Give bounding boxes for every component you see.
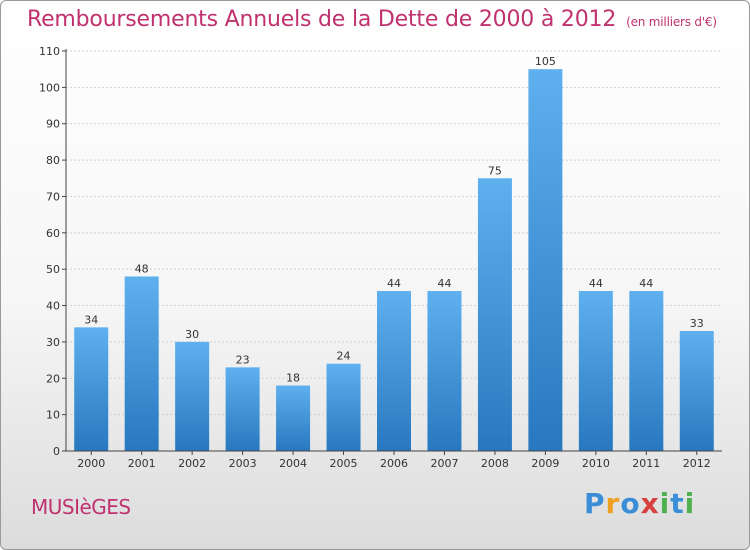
logo-letter: t [670,487,685,520]
x-tick-label: 2012 [683,457,711,470]
data-label: 33 [690,317,704,330]
chart-title: Remboursements Annuels de la Dette de 20… [27,7,717,32]
data-label: 44 [437,277,451,290]
x-tick-label: 2011 [632,457,660,470]
y-tick-label: 70 [46,190,60,203]
y-tick-label: 50 [46,263,60,276]
logo-letter: P [584,487,606,520]
chart-unit: (en milliers d'€) [626,15,717,29]
logo-letter: o [620,487,641,520]
proxiti-logo: Proxiti [584,487,695,520]
data-label: 48 [135,262,149,275]
data-label: 34 [84,313,98,326]
commune-name: MUSIèGES [31,495,131,519]
y-tick-label: 40 [46,300,60,313]
bar [326,363,361,451]
x-tick-label: 2001 [128,457,156,470]
bar [679,331,714,451]
y-tick-label: 60 [46,227,60,240]
data-label: 105 [535,55,556,68]
x-tick-label: 2005 [330,457,358,470]
x-tick-label: 2010 [582,457,610,470]
bar [578,291,613,451]
data-label: 44 [387,277,401,290]
logo-letter: r [605,487,621,520]
y-tick-label: 0 [53,445,60,458]
bar [528,69,563,451]
data-label: 23 [236,353,250,366]
y-tick-label: 10 [46,409,60,422]
logo-letter: i [659,487,671,520]
y-tick-label: 30 [46,336,60,349]
x-tick-label: 2000 [77,457,105,470]
data-label: 75 [488,164,502,177]
logo-letter: i [684,487,696,520]
y-tick-label: 100 [39,81,60,94]
y-tick-label: 80 [46,154,60,167]
bar [225,367,260,451]
data-label: 44 [639,277,653,290]
y-tick-label: 110 [39,45,60,58]
bar [276,385,311,451]
y-tick-label: 20 [46,372,60,385]
chart-title-text: Remboursements Annuels de la Dette de 20… [27,7,617,32]
bar [175,341,210,451]
x-tick-label: 2007 [430,457,458,470]
x-tick-label: 2008 [481,457,509,470]
x-tick-label: 2003 [229,457,257,470]
data-label: 18 [286,372,300,385]
x-tick-label: 2004 [279,457,307,470]
y-tick-label: 90 [46,118,60,131]
bar [629,291,664,451]
bar [377,291,411,451]
bar [427,291,462,451]
data-label: 24 [337,350,351,363]
bar [124,276,159,451]
x-tick-label: 2002 [178,457,206,470]
logo-letter: x [640,487,660,520]
x-tick-label: 2006 [380,457,408,470]
data-label: 30 [185,328,199,341]
bar [74,327,109,451]
bar [477,178,512,452]
data-label: 44 [589,277,603,290]
x-tick-label: 2009 [531,457,559,470]
